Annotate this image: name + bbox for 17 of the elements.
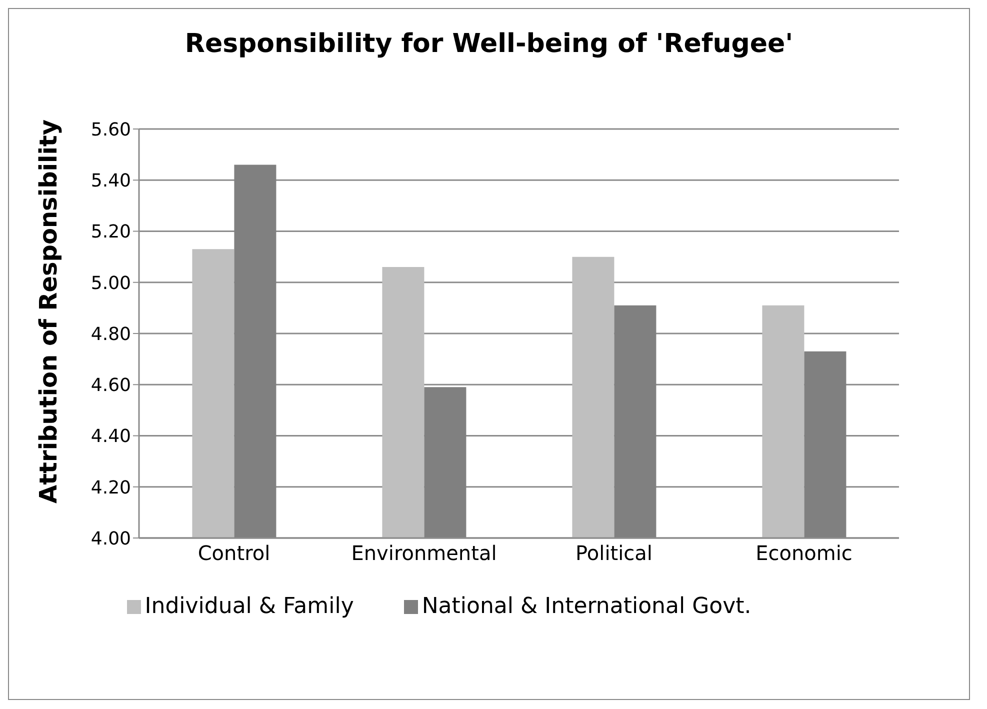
- x-tick-label: Environmental: [351, 541, 497, 566]
- y-tick-label: 4.20: [90, 477, 131, 498]
- x-tick-label: Political: [576, 541, 652, 566]
- x-tick-label: Economic: [756, 541, 852, 566]
- legend-label: National & International Govt.: [422, 594, 752, 619]
- chart-title: Responsibility for Well-being of 'Refugee': [184, 29, 794, 59]
- x-tick-label: Control: [198, 541, 270, 566]
- y-tick-label: 5.20: [90, 222, 131, 243]
- y-tick-label: 4.40: [90, 426, 131, 448]
- y-tick-label: 5.00: [90, 272, 131, 294]
- y-tick-label: 5.40: [90, 170, 131, 192]
- y-tick-label: 4.00: [90, 528, 131, 550]
- legend-label: Individual & Family: [144, 594, 354, 619]
- y-tick-label: 4.60: [90, 375, 131, 396]
- y-tick-label: 4.80: [90, 324, 131, 345]
- y-axis-title: Attribution of Responsibility: [34, 119, 63, 504]
- y-tick-label: 5.60: [90, 119, 131, 140]
